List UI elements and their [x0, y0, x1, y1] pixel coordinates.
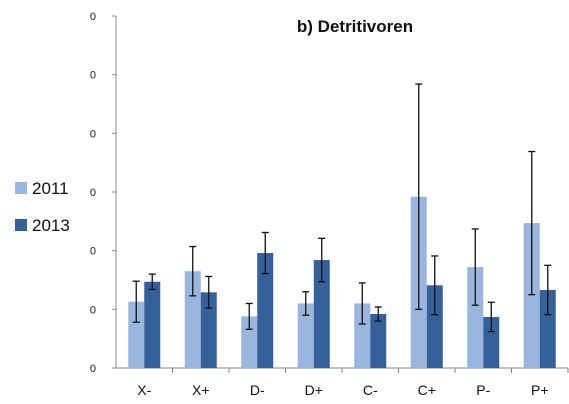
y-tick-label: 0 [90, 187, 96, 199]
legend-swatch-2011 [15, 182, 27, 194]
x-tick-label-X+: X+ [192, 382, 210, 398]
legend-label-2013: 2013 [32, 216, 70, 235]
y-axis-ticks: 0 0 0 0 0 0 0 [90, 11, 116, 375]
legend: 2011 2013 [15, 179, 70, 235]
x-tick-label-D+: D+ [305, 382, 323, 398]
y-tick-label: 0 [90, 11, 96, 23]
y-tick-label: 0 [90, 70, 96, 82]
legend-swatch-2013 [15, 219, 27, 231]
x-tick-label-P+: P+ [531, 382, 549, 398]
x-tick-label-C-: C- [363, 382, 378, 398]
x-tick-label-D-: D- [250, 382, 265, 398]
y-tick-label: 0 [90, 363, 96, 375]
y-tick-label: 0 [90, 246, 96, 258]
bar-2013-C- [370, 314, 386, 368]
y-tick-label: 0 [90, 304, 96, 316]
bar-2013-X- [144, 282, 160, 368]
x-tick-label-P-: P- [476, 382, 490, 398]
chart-title: b) Detritivoren [297, 17, 413, 36]
y-tick-label: 0 [90, 128, 96, 140]
x-tick-label-C+: C+ [418, 382, 436, 398]
legend-label-2011: 2011 [32, 179, 69, 198]
x-axis-labels: X- X+ D- D+ C- C+ P- P+ [137, 368, 568, 398]
x-tick-label-X-: X- [137, 382, 151, 398]
